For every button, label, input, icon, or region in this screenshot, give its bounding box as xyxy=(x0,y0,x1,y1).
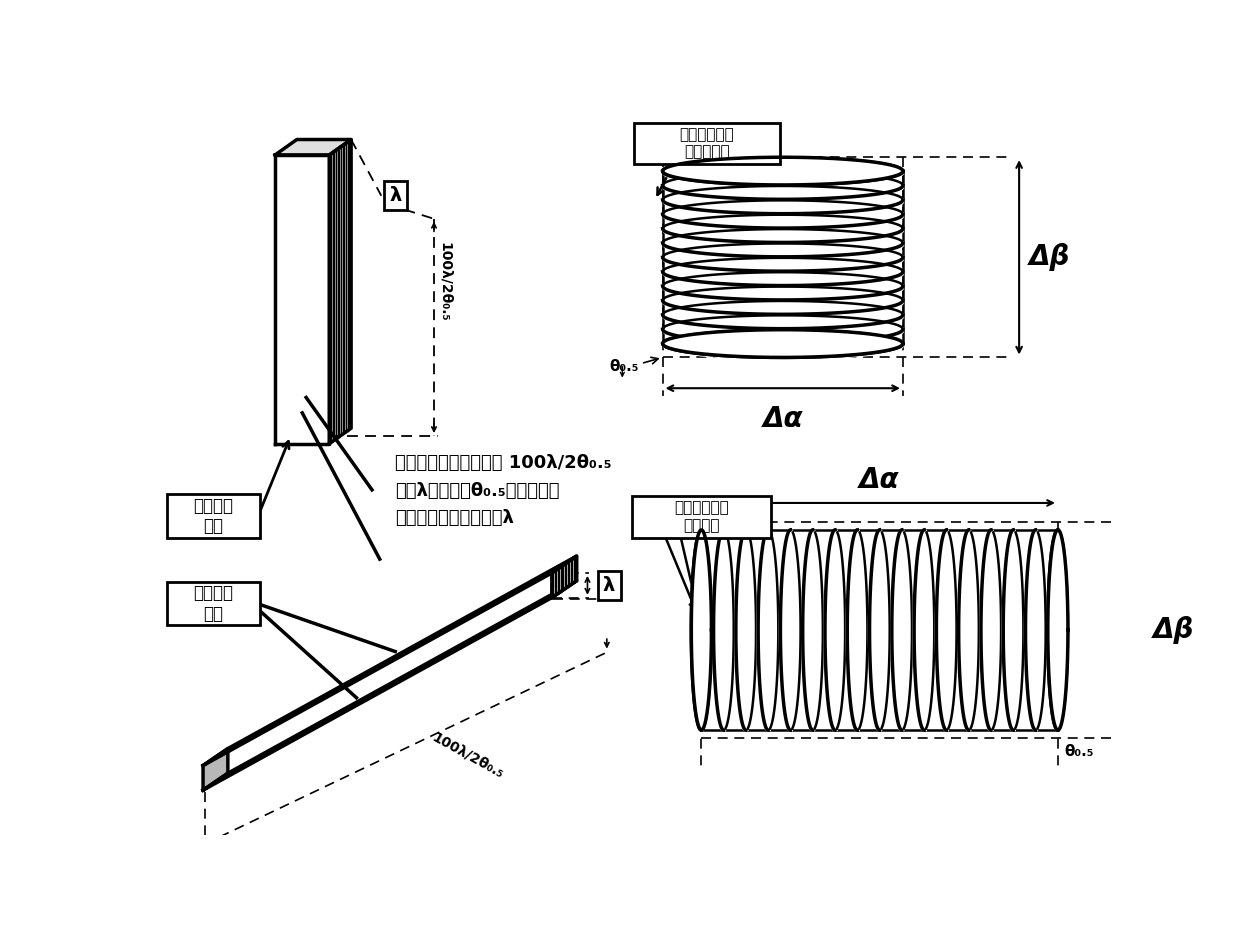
Text: Δβ: Δβ xyxy=(1152,616,1194,644)
FancyBboxPatch shape xyxy=(598,570,621,600)
Polygon shape xyxy=(662,158,903,185)
Polygon shape xyxy=(662,329,903,357)
Text: 100λ/2θ₀.₅: 100λ/2θ₀.₅ xyxy=(429,730,506,781)
Text: θ₀.₅: θ₀.₅ xyxy=(1064,744,1094,759)
Text: 其中λ为波长，θ₀.₅为波束宽度: 其中λ为波长，θ₀.₅为波束宽度 xyxy=(396,481,559,500)
Text: 方位子阵天线
波束扫描: 方位子阵天线 波束扫描 xyxy=(675,501,729,533)
Polygon shape xyxy=(692,530,712,730)
Text: 仰仰子阵
天线: 仰仰子阵 天线 xyxy=(193,496,233,536)
Polygon shape xyxy=(203,556,577,765)
Text: 辐射嚏射小开口尺寸为λ: 辐射嚏射小开口尺寸为λ xyxy=(396,509,515,527)
Text: Δα: Δα xyxy=(859,465,900,493)
FancyBboxPatch shape xyxy=(167,494,259,537)
FancyBboxPatch shape xyxy=(167,582,259,626)
Text: θ₀.₅: θ₀.₅ xyxy=(609,359,639,374)
Polygon shape xyxy=(1048,530,1068,730)
Text: 仰仰子阵天线
继波束扫描: 仰仰子阵天线 继波束扫描 xyxy=(680,128,734,159)
Polygon shape xyxy=(203,749,228,790)
Text: Δα: Δα xyxy=(763,405,804,433)
FancyBboxPatch shape xyxy=(634,123,780,164)
Polygon shape xyxy=(275,155,330,444)
Text: λ: λ xyxy=(389,187,402,205)
Polygon shape xyxy=(552,556,577,598)
Text: 100λ/2θ₀.₅: 100λ/2θ₀.₅ xyxy=(438,242,451,322)
Polygon shape xyxy=(275,140,351,155)
FancyBboxPatch shape xyxy=(632,496,771,537)
FancyBboxPatch shape xyxy=(383,181,407,210)
Polygon shape xyxy=(330,140,351,444)
Text: 方位子阵
天线: 方位子阵 天线 xyxy=(193,584,233,623)
Text: λ: λ xyxy=(603,576,615,595)
Polygon shape xyxy=(203,581,577,790)
Text: 两个子阵天线有效长度 100λ/2θ₀.₅: 两个子阵天线有效长度 100λ/2θ₀.₅ xyxy=(396,454,611,472)
Text: Δβ: Δβ xyxy=(1028,243,1070,271)
